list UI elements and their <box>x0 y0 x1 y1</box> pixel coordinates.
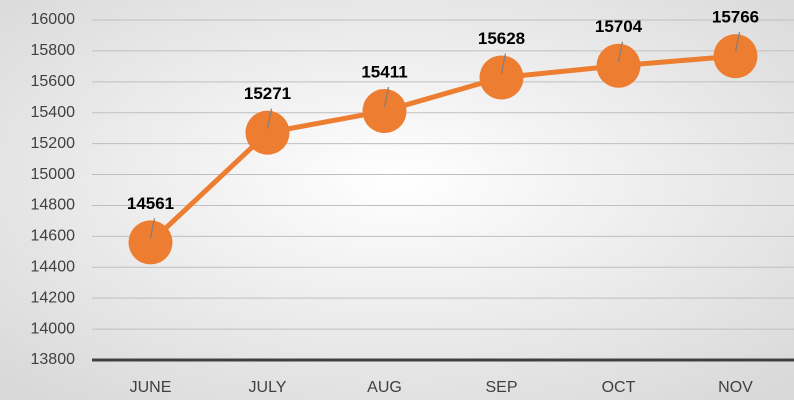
x-tick-label: NOV <box>718 379 753 396</box>
y-tick-label: 15000 <box>31 166 76 183</box>
x-tick-label: JUNE <box>130 379 172 396</box>
x-tick-label: OCT <box>602 379 636 396</box>
y-tick-label: 15400 <box>31 104 76 121</box>
leader-line <box>734 32 741 53</box>
marker <box>713 34 758 79</box>
leader-line <box>617 41 624 62</box>
x-tick-label: AUG <box>367 379 402 396</box>
y-tick-label: 14600 <box>31 228 76 245</box>
data-label: 14561 <box>127 194 174 213</box>
data-label: 15628 <box>478 29 525 48</box>
data-label: 15411 <box>361 63 407 82</box>
marker <box>596 43 641 88</box>
leader-line <box>266 108 273 129</box>
y-tick-label: 15600 <box>31 73 76 90</box>
y-tick-label: 14400 <box>31 258 76 275</box>
data-label: 15704 <box>595 17 643 36</box>
y-tick-label: 14200 <box>31 289 76 306</box>
y-tick-label: 15800 <box>31 42 76 59</box>
marker <box>128 220 173 265</box>
x-tick-label: JULY <box>249 379 287 396</box>
data-label: 15766 <box>712 8 759 27</box>
y-tick-label: 14800 <box>31 197 76 214</box>
leader-line <box>500 53 507 74</box>
marker <box>245 110 290 155</box>
y-tick-label: 15200 <box>31 135 76 152</box>
x-tick-label: SEP <box>485 379 517 396</box>
y-tick-label: 13800 <box>31 351 76 368</box>
marker <box>362 89 407 134</box>
y-tick-label: 16000 <box>31 11 76 28</box>
leader-line <box>383 86 390 108</box>
leader-line <box>149 218 156 239</box>
data-label: 15271 <box>244 84 291 103</box>
marker <box>479 55 524 100</box>
y-tick-label: 14000 <box>31 320 76 337</box>
